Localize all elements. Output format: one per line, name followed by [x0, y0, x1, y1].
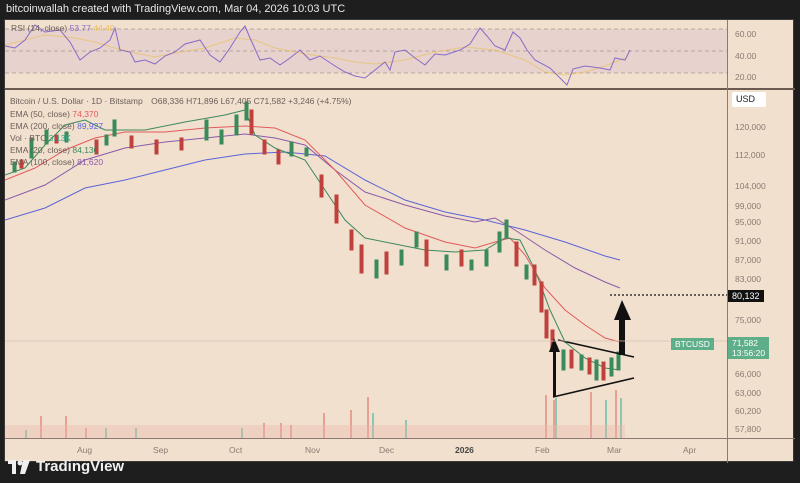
- ohlc-values: O68,336 H71,896 L67,405 C71,582 +3,246 (…: [151, 96, 352, 106]
- price-tick: 99,000: [735, 201, 761, 211]
- rsi-axis-20: 20.00: [735, 72, 757, 82]
- target-price-tag: 80,132: [728, 290, 764, 302]
- price-tick: 60,200: [735, 406, 761, 416]
- time-tick-year: 2026: [455, 445, 474, 455]
- rsi-axis-40: 40.00: [735, 51, 757, 61]
- price-tick: 57,800: [735, 424, 761, 434]
- pane-divider[interactable]: [5, 88, 795, 90]
- rsi-legend[interactable]: RSI (14, close) 53.77 44.40: [11, 23, 115, 33]
- last-price-tag: 71,582 13:56:20: [728, 337, 770, 359]
- indicator-ema100[interactable]: EMA (100, close) 81,620: [10, 157, 104, 167]
- tradingview-brand: TradingView: [8, 458, 124, 475]
- tradingview-logo-icon: [8, 459, 30, 474]
- rsi-label: RSI (14, close): [11, 23, 68, 33]
- symbol-tag: BTCUSD: [671, 338, 714, 350]
- symbol-legend[interactable]: Bitcoin / U.S. Dollar · 1D · Bitstamp O6…: [10, 96, 352, 106]
- chart-caption: bitcoinwallah created with TradingView.c…: [6, 3, 346, 15]
- rsi-ma-value: 44.40: [93, 23, 115, 33]
- rsi-lines: [5, 24, 727, 86]
- time-axis[interactable]: Aug Sep Oct Nov Dec 2026 Feb Mar Apr: [5, 438, 795, 463]
- last-price: 71,582: [732, 338, 758, 348]
- price-tick: 95,000: [735, 217, 761, 227]
- time-tick: Aug: [77, 445, 93, 455]
- target-arrow: [614, 300, 631, 355]
- indicator-ema200[interactable]: EMA (200, close) 89,927: [10, 121, 104, 131]
- price-tick: 120,000: [735, 122, 766, 132]
- time-tick: Feb: [535, 445, 550, 455]
- currency-button[interactable]: USD: [732, 92, 766, 107]
- symbol-title: Bitcoin / U.S. Dollar · 1D · Bitstamp: [10, 96, 143, 106]
- brand-name: TradingView: [36, 458, 125, 475]
- indicator-ema50[interactable]: EMA (50, close) 74,370: [10, 109, 99, 119]
- price-axis-line: [727, 20, 728, 463]
- time-tick: Mar: [607, 445, 622, 455]
- price-chart[interactable]: [5, 20, 727, 438]
- time-tick: Sep: [153, 445, 169, 455]
- price-tick: 87,000: [735, 255, 761, 265]
- rsi-axis-60: 60.00: [735, 29, 757, 39]
- price-tick: 112,000: [735, 150, 766, 160]
- price-tick: 63,000: [735, 388, 761, 398]
- price-tick: 83,000: [735, 274, 761, 284]
- time-tick: Oct: [229, 445, 243, 455]
- time-tick: Apr: [683, 445, 697, 455]
- rsi-value: 53.77: [69, 23, 91, 33]
- left-arrow: [549, 338, 560, 397]
- rsi-pane[interactable]: RSI (14, close) 53.77 44.40: [5, 20, 727, 88]
- indicator-ema20[interactable]: EMA (20, close) 84,130: [10, 145, 99, 155]
- price-tick: 104,000: [735, 181, 766, 191]
- indicator-volume[interactable]: Vol · BTC 3.13K: [10, 133, 71, 143]
- price-tick: 66,000: [735, 369, 761, 379]
- bar-countdown: 13:56:20: [732, 348, 766, 358]
- candles: [12, 101, 621, 381]
- price-tick: 91,000: [735, 236, 761, 246]
- time-tick: Dec: [379, 445, 395, 455]
- volume-bars: [5, 390, 625, 438]
- chart-frame[interactable]: RSI (14, close) 53.77 44.40 60.00 40.00 …: [4, 19, 795, 463]
- time-tick: Nov: [305, 445, 321, 455]
- price-tick: 75,000: [735, 315, 761, 325]
